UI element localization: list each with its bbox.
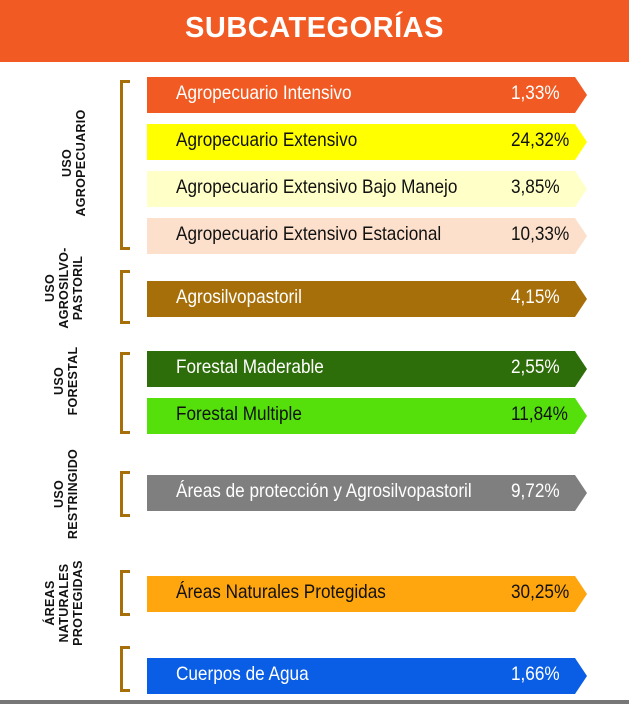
bracket-agrosilvopastoril	[120, 270, 130, 324]
bar-value: 30,25%	[511, 581, 570, 603]
bracket-restringido	[120, 471, 130, 517]
bar-value: 4,15%	[511, 286, 560, 308]
bracket-agropecuario	[120, 80, 130, 250]
group-label-agropecuario: USO AGROPECUARIO	[60, 109, 88, 217]
bar-agropecuario-intensivo: Agropecuario Intensivo 1,33%	[147, 77, 587, 113]
group-label-areas-naturales: ÁREAS NATURALES PROTEGIDAS	[43, 560, 85, 646]
bar-label: Áreas de protección y Agrosilvopastoril	[176, 480, 472, 502]
header-banner: SUBCATEGORÍAS	[0, 0, 629, 62]
bar-value: 11,84%	[511, 403, 568, 425]
bar-areas-proteccion: Áreas de protección y Agrosilvopastoril …	[147, 475, 587, 511]
bar-cuerpos-de-agua: Cuerpos de Agua 1,66%	[147, 658, 587, 694]
bar-label: Áreas Naturales Protegidas	[176, 581, 386, 603]
bar-value: 24,32%	[511, 129, 570, 151]
bar-areas-naturales-protegidas: Áreas Naturales Protegidas 30,25%	[147, 576, 587, 612]
page-title: SUBCATEGORÍAS	[185, 12, 444, 44]
bar-value: 9,72%	[511, 480, 560, 502]
group-label-forestal: USO FORESTAL	[52, 346, 80, 416]
bracket-areas-naturales	[120, 570, 130, 616]
bar-label: Agropecuario Extensivo	[176, 129, 358, 151]
bar-label: Agropecuario Extensivo Estacional	[176, 223, 442, 245]
bracket-forestal	[120, 352, 130, 434]
bar-label: Agropecuario Intensivo	[176, 82, 352, 104]
group-label-agrosilvopastoril: USO AGROSILVO- PASTORIL	[43, 247, 85, 329]
bar-label: Agrosilvopastoril	[176, 286, 302, 308]
bar-label: Cuerpos de Agua	[176, 663, 309, 685]
bar-value: 1,66%	[511, 663, 560, 685]
bottom-divider	[0, 700, 629, 704]
bar-label: Agropecuario Extensivo Bajo Manejo	[176, 176, 458, 198]
bar-label: Forestal Maderable	[176, 356, 324, 378]
bar-forestal-maderable: Forestal Maderable 2,55%	[147, 351, 587, 387]
bar-forestal-multiple: Forestal Multiple 11,84%	[147, 398, 587, 434]
bar-value: 3,85%	[511, 176, 560, 198]
bar-agropecuario-extensivo-estacional: Agropecuario Extensivo Estacional 10,33%	[147, 218, 587, 254]
bar-agrosilvopastoril: Agrosilvopastoril 4,15%	[147, 281, 587, 317]
bar-label: Forestal Multiple	[176, 403, 302, 425]
bar-value: 10,33%	[511, 223, 570, 245]
bar-agropecuario-extensivo: Agropecuario Extensivo 24,32%	[147, 124, 587, 160]
bracket-cuerpos-agua	[120, 646, 130, 692]
group-label-restringido: USO RESTRINGIDO	[52, 448, 80, 540]
bar-value: 1,33%	[511, 82, 560, 104]
bar-value: 2,55%	[511, 356, 560, 378]
bar-agropecuario-extensivo-bajo-manejo: Agropecuario Extensivo Bajo Manejo 3,85%	[147, 171, 587, 207]
